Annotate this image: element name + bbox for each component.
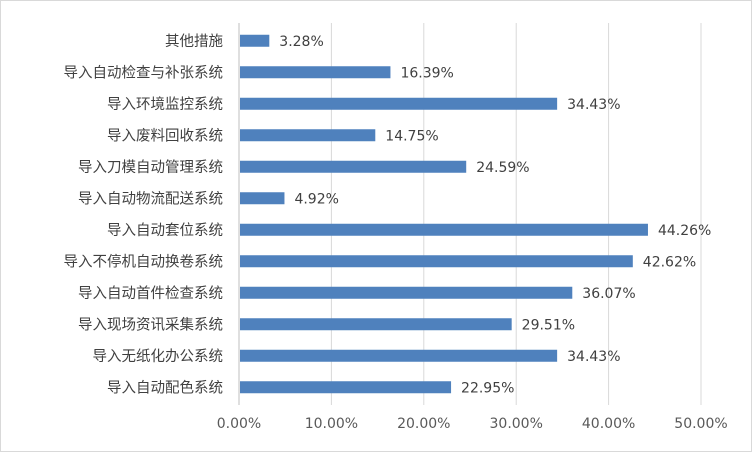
bar-layer xyxy=(240,34,648,394)
x-tick-label: 40.00% xyxy=(582,416,635,432)
bar xyxy=(240,97,558,110)
category-label: 导入无纸化办公系统 xyxy=(93,348,224,365)
x-tick-label: 0.00% xyxy=(217,416,261,432)
category-label: 导入废料回收系统 xyxy=(107,127,223,144)
x-tick-label: 50.00% xyxy=(674,416,727,432)
value-label: 14.75% xyxy=(385,128,438,144)
category-label: 导入环境监控系统 xyxy=(107,95,223,113)
bar xyxy=(240,160,467,173)
bar xyxy=(240,192,285,205)
bar xyxy=(240,381,452,394)
bar xyxy=(240,223,648,236)
category-label: 导入刀模自动管理系统 xyxy=(78,159,223,176)
value-label: 24.59% xyxy=(476,160,529,176)
label-layer: 0.00% 10.00% 20.00% 30.00% 40.00% 50.00% 其他措施 3… xyxy=(64,33,728,432)
category-label: 导入自动配色系统 xyxy=(107,379,223,396)
value-label: 4.92% xyxy=(294,191,338,207)
value-label: 42.62% xyxy=(643,254,696,270)
value-label: 29.51% xyxy=(522,317,575,333)
value-label: 34.43% xyxy=(567,349,620,365)
value-label: 3.28% xyxy=(279,34,323,50)
category-label: 导入现场资讯采集系统 xyxy=(78,316,223,333)
bar xyxy=(240,66,391,79)
category-label: 导入自动套位系统 xyxy=(107,222,223,239)
category-label: 导入自动物流配送系统 xyxy=(78,190,223,207)
x-tick-label: 10.00% xyxy=(305,416,358,432)
x-tick-label: 30.00% xyxy=(490,416,543,432)
value-label: 36.07% xyxy=(582,286,635,302)
bar xyxy=(240,349,558,362)
bar xyxy=(240,255,633,268)
category-label: 导入不停机自动换卷系统 xyxy=(64,253,224,270)
category-label: 导入自动检查与补张系统 xyxy=(64,64,224,81)
bar xyxy=(240,286,573,299)
value-label: 44.26% xyxy=(658,223,711,239)
bar xyxy=(240,129,376,142)
value-label: 34.43% xyxy=(567,97,620,113)
value-label: 16.39% xyxy=(400,65,453,81)
value-label: 22.95% xyxy=(461,380,514,396)
x-tick-label: 20.00% xyxy=(397,416,450,432)
bar xyxy=(240,34,270,47)
category-label: 其他措施 xyxy=(165,33,223,50)
grid-layer xyxy=(238,23,702,405)
category-label: 导入自动首件检查系统 xyxy=(78,285,223,302)
bar xyxy=(240,318,512,331)
